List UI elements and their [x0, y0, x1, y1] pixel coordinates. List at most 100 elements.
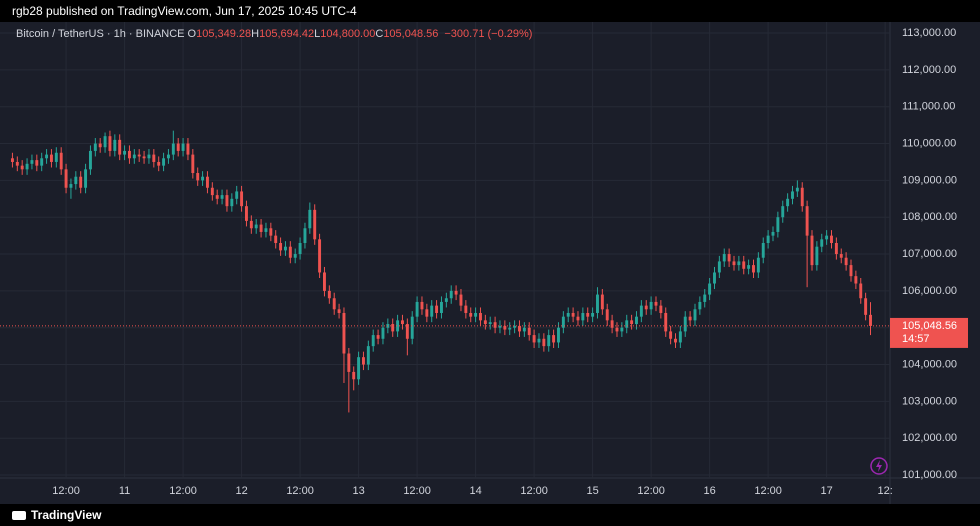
legend-ohlc-value: 105,694.42: [259, 28, 314, 40]
legend-ohlc-value: 105,349.28: [196, 28, 251, 40]
candle-body: [805, 206, 809, 236]
candle-body: [415, 301, 419, 317]
candle-body: [869, 314, 872, 326]
candle-body: [303, 228, 307, 244]
y-tick-label: 107,000.00: [902, 248, 957, 260]
y-tick-label: 113,000.00: [902, 27, 956, 39]
candle-body: [776, 217, 780, 232]
candle-body: [235, 191, 239, 199]
candle-body: [552, 335, 556, 343]
x-tick-label: 12:00: [286, 485, 314, 497]
candle-body: [308, 209, 312, 229]
candle-body: [376, 335, 380, 339]
candle-body: [532, 335, 536, 343]
legend-ohlc-key: H: [251, 28, 259, 40]
candle-body: [342, 312, 346, 354]
candle-body: [571, 312, 575, 317]
candle-body: [293, 254, 297, 258]
candle-body: [35, 160, 39, 166]
candle-body: [737, 261, 741, 266]
candle-body: [444, 298, 448, 302]
candle-body: [830, 235, 833, 244]
candle-body: [859, 283, 863, 299]
candle-body: [474, 312, 478, 317]
candle-body: [337, 309, 341, 313]
candle-body: [210, 187, 214, 196]
candle-body: [79, 176, 83, 188]
x-tick-label: 12:00: [169, 485, 197, 497]
y-tick-label: 110,000.00: [902, 137, 956, 149]
candle-body: [240, 191, 244, 207]
candle-body: [537, 338, 541, 343]
legend-ohlc-key: C: [375, 28, 383, 40]
candle-body: [259, 224, 263, 232]
candle-body: [547, 335, 551, 347]
candle-body: [493, 322, 497, 328]
x-tick-label: 11: [119, 485, 130, 497]
candle-body: [713, 272, 716, 284]
candle-body: [708, 283, 712, 295]
candle-body: [318, 239, 322, 273]
candle-body: [20, 165, 24, 170]
candle-body: [561, 316, 565, 328]
candle-body: [215, 195, 219, 199]
candle-body: [332, 298, 336, 310]
candle-body: [683, 316, 687, 332]
x-tick-label: 17: [820, 485, 832, 497]
candle-body: [147, 154, 151, 159]
candle-body: [69, 184, 73, 188]
candle-body: [220, 195, 224, 199]
candle-body: [625, 320, 629, 328]
y-tick-label: 111,000.00: [902, 101, 955, 113]
candle-body: [347, 353, 351, 372]
candle-body: [600, 294, 604, 310]
candle-body: [825, 235, 829, 240]
candle-body: [717, 261, 721, 273]
candle-body: [479, 312, 482, 321]
candle-body: [522, 327, 526, 332]
y-tick-label: 106,000.00: [902, 285, 957, 297]
candle-body: [542, 338, 546, 347]
candle-body: [269, 228, 273, 236]
candle-body: [196, 173, 200, 181]
candle-body: [362, 357, 365, 365]
footer-logo: TradingView: [31, 508, 102, 522]
candle-body: [396, 320, 400, 332]
candle-body: [688, 316, 692, 321]
y-tick-label: 109,000.00: [902, 174, 957, 186]
candle-body: [244, 206, 248, 221]
candle-body: [186, 143, 190, 155]
alert-icon[interactable]: [870, 457, 888, 475]
candle-body: [586, 312, 590, 317]
candle-body: [352, 371, 356, 380]
candle-body: [518, 325, 521, 332]
candle-body: [644, 305, 648, 310]
y-tick-label: 102,000.00: [902, 432, 957, 444]
candle-body: [864, 298, 868, 315]
candle-body: [498, 325, 502, 328]
candle-body: [152, 154, 156, 162]
x-tick-label: 12:00: [754, 485, 782, 497]
candle-body: [839, 254, 843, 258]
candle-body: [381, 327, 385, 339]
candle-body: [669, 331, 673, 339]
candle-body: [254, 224, 258, 229]
candle-body: [620, 327, 624, 332]
candle-body: [781, 206, 785, 218]
legend-ohlc-value: 105,048.56: [383, 28, 438, 40]
candle-body: [401, 320, 404, 325]
candle-body: [771, 231, 775, 236]
candle-body: [171, 143, 175, 155]
candle-body: [181, 143, 185, 151]
candle-body: [596, 294, 599, 313]
x-tick-label: 12: [235, 485, 247, 497]
candle-body: [162, 158, 166, 166]
legend-ohlc-key: L: [314, 28, 320, 40]
candle-body: [742, 261, 746, 269]
x-tick-label: 12:00: [403, 485, 431, 497]
candle-body: [752, 265, 755, 273]
candle-body: [366, 346, 370, 365]
candle-body: [674, 338, 677, 343]
candle-body: [249, 220, 253, 229]
candle-body: [664, 312, 668, 332]
